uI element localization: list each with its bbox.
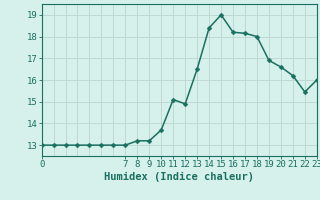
X-axis label: Humidex (Indice chaleur): Humidex (Indice chaleur) <box>104 172 254 182</box>
